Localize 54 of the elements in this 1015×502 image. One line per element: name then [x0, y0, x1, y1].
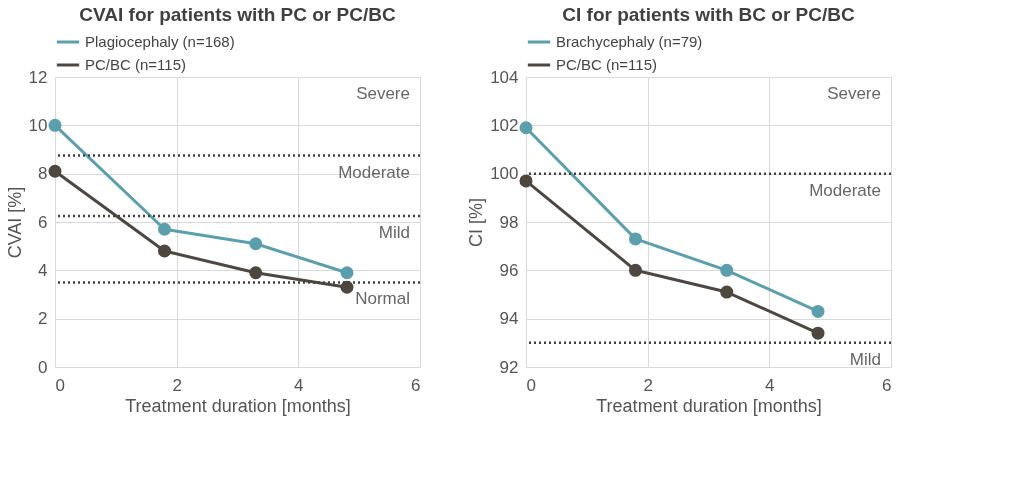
y-tick-label: 96: [499, 260, 519, 280]
annotation: Mild: [849, 349, 881, 369]
y-tick-label: 4: [38, 260, 48, 280]
legend-label: Brachycephaly (n=79): [556, 33, 703, 50]
chart-title: CI for patients with BC or PC/BC: [562, 4, 855, 25]
annotation: Severe: [827, 84, 881, 103]
y-axis-title: CVAI [%]: [4, 186, 25, 259]
point: [811, 304, 825, 318]
point: [249, 237, 263, 251]
point: [249, 266, 263, 280]
legend-label: PC/BC (n=115): [556, 56, 658, 73]
legend-label: PC/BC (n=115): [85, 56, 187, 73]
point: [48, 118, 62, 132]
point: [157, 244, 172, 258]
y-tick-label: 10: [28, 115, 48, 135]
y-tick-label: 102: [490, 115, 519, 135]
y-tick-label: 104: [490, 67, 519, 87]
y-tick-label: 8: [38, 164, 48, 184]
point: [340, 266, 354, 280]
y-tick-label: 98: [499, 212, 519, 232]
x-tick-label: 4: [294, 375, 304, 395]
y-tick-label: 100: [490, 164, 519, 184]
annotation: Normal: [355, 289, 410, 309]
y-tick-label: 92: [499, 357, 519, 377]
annotation: Severe: [356, 84, 410, 103]
point: [519, 121, 533, 135]
y-tick-label: 2: [38, 309, 48, 329]
point: [519, 174, 533, 188]
y-axis-title: CI [%]: [466, 197, 487, 248]
point: [628, 232, 643, 246]
chart-title: CVAI for patients with PC or PC/BC: [79, 4, 396, 25]
point: [48, 164, 62, 178]
x-tick-label: 6: [882, 375, 892, 395]
annotation: Moderate: [338, 162, 410, 182]
x-tick-label: 0: [55, 375, 65, 395]
y-tick-label: 94: [499, 309, 519, 329]
point: [720, 285, 734, 299]
x-tick-label: 4: [765, 375, 775, 395]
x-axis-title: Treatment duration [months]: [596, 395, 822, 416]
annotation: Mild: [378, 222, 410, 242]
point: [157, 222, 172, 236]
x-tick-label: 2: [172, 375, 182, 395]
x-tick-label: 2: [643, 375, 653, 395]
x-tick-label: 0: [526, 375, 536, 395]
point: [628, 263, 643, 277]
y-tick-label: 12: [28, 67, 48, 87]
y-tick-label: 6: [38, 212, 48, 232]
x-tick-label: 6: [411, 375, 421, 395]
annotation: Moderate: [809, 180, 881, 200]
point: [720, 263, 734, 277]
y-tick-label: 0: [38, 357, 48, 377]
x-axis-title: Treatment duration [months]: [125, 395, 351, 416]
point: [811, 326, 825, 340]
legend-label: Plagiocephaly (n=168): [85, 33, 235, 50]
